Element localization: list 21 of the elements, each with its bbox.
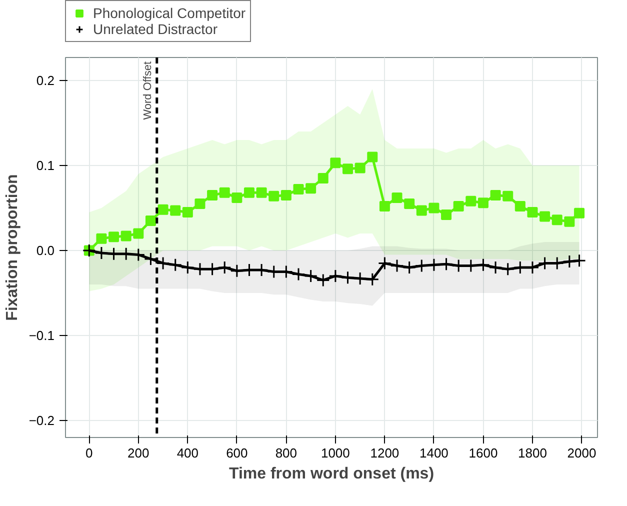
legend-label: Unrelated Distractor [93, 21, 218, 37]
x-tick-label: 600 [226, 446, 248, 460]
legend-label: Phonological Competitor [93, 5, 246, 21]
y-tick-label: 0.0 [36, 242, 55, 258]
x-tick-label: 1000 [320, 446, 350, 460]
y-tick-label: −0.2 [28, 413, 55, 428]
x-tick-label: 1600 [468, 446, 498, 460]
ref-line-label: Word Offset [142, 61, 154, 120]
x-tick-label: 1200 [370, 446, 400, 460]
x-tick-label: 2000 [567, 446, 596, 460]
x-tick-label: 1800 [518, 446, 547, 460]
y-axis-title: Fixation proportion [4, 174, 21, 321]
x-tick-label: 200 [128, 446, 150, 460]
x-tick-label: 800 [275, 446, 298, 460]
x-tick-label: 400 [176, 446, 199, 460]
y-tick-label: 0.2 [36, 72, 55, 88]
x-axis-title: Time from word onset (ms) [228, 466, 434, 482]
y-tick-label: 0.1 [36, 158, 55, 173]
x-tick-label: 0 [86, 446, 93, 460]
y-tick-label: −0.1 [28, 328, 55, 343]
x-tick-label: 1400 [420, 446, 448, 460]
